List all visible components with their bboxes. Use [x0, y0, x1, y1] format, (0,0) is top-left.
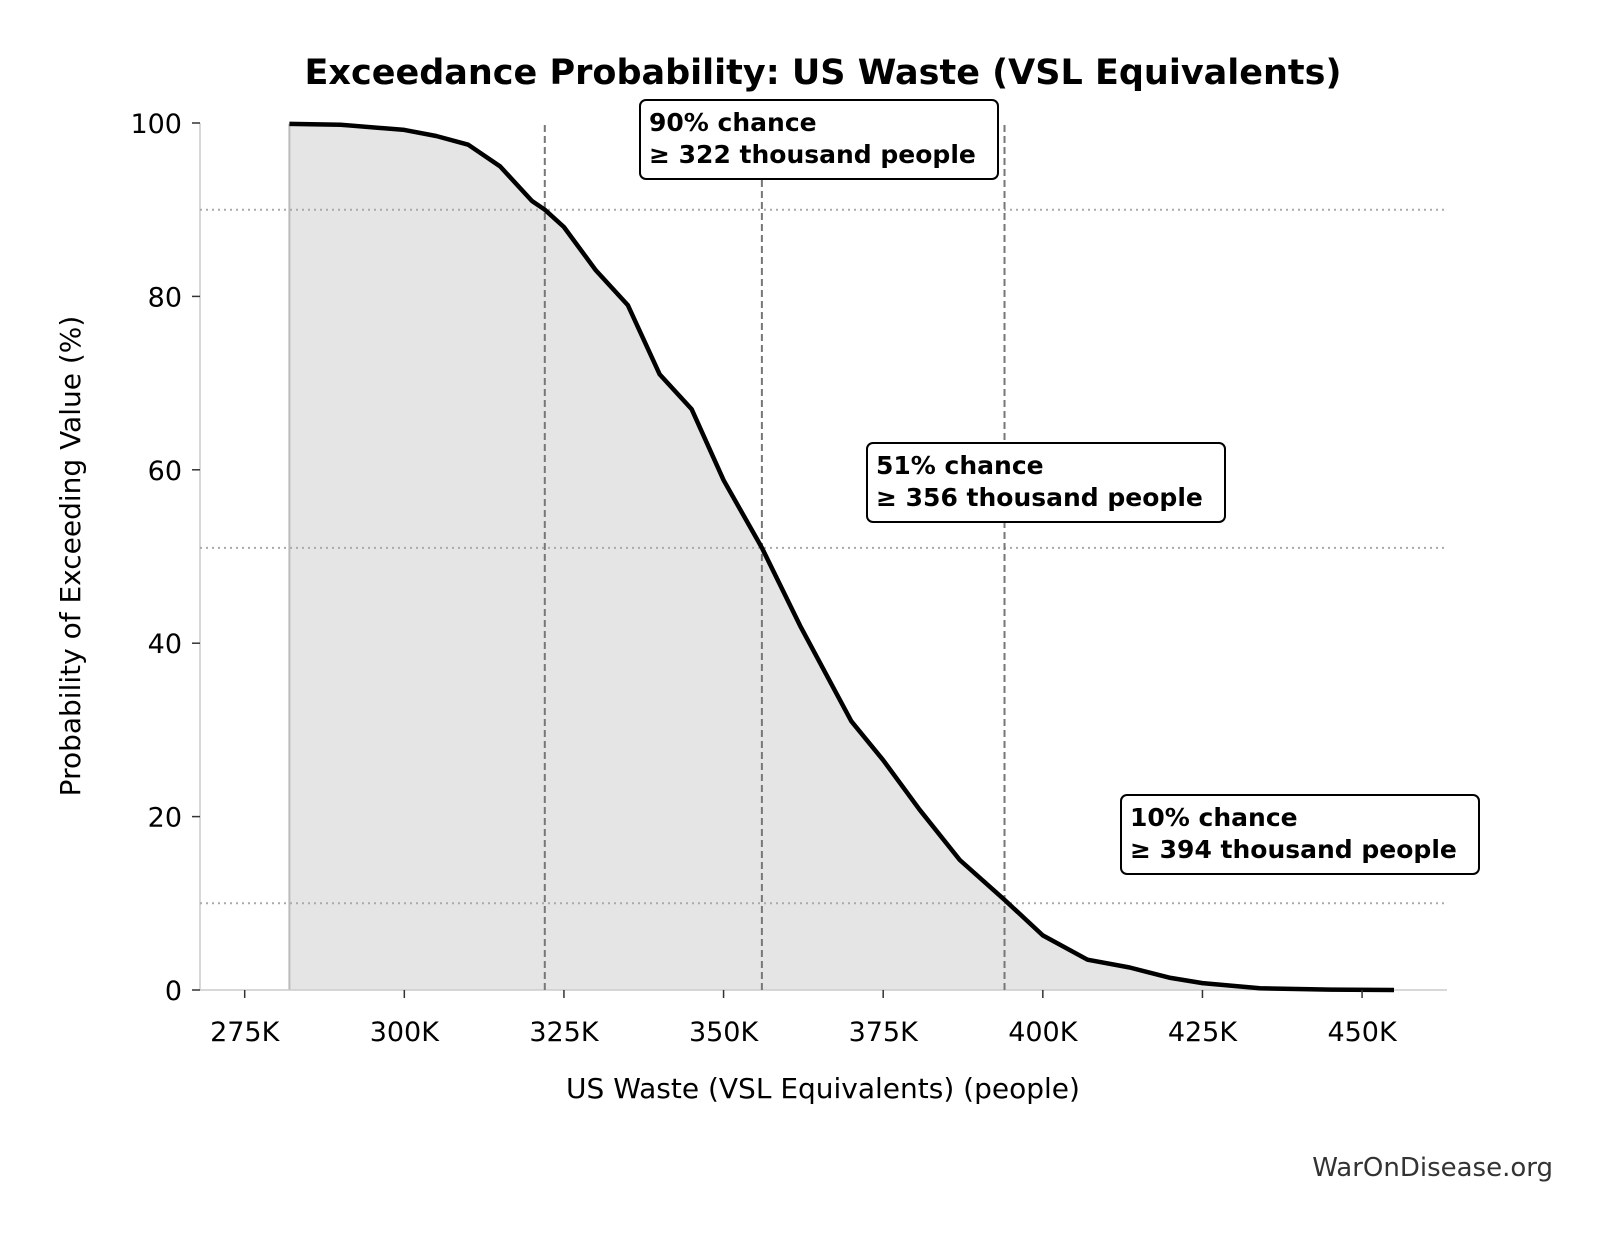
annotation-box	[866, 442, 1226, 523]
y-tick-label: 20	[148, 803, 182, 834]
x-tick-label: 275K	[210, 1017, 281, 1048]
exceedance-curve	[289, 121, 1395, 993]
y-tick-label: 60	[148, 456, 182, 487]
x-tick-label: 450K	[1327, 1017, 1398, 1048]
x-axis-label: US Waste (VSL Equivalents) (people)	[566, 1072, 1080, 1105]
x-tick-label: 350K	[689, 1017, 760, 1048]
annotation-box	[1120, 794, 1480, 875]
annotation-text: 51% chance	[876, 451, 1044, 480]
annotation-text: ≥ 394 thousand people	[1130, 835, 1457, 864]
area-fill	[289, 123, 1395, 990]
x-tick-label: 425K	[1168, 1017, 1239, 1048]
y-tick-label: 100	[130, 109, 182, 140]
annotation-box	[639, 99, 999, 180]
chart-title: Exceedance Probability: US Waste (VSL Eq…	[305, 53, 1342, 93]
x-tick-label: 300K	[370, 1017, 441, 1048]
annotation-text: ≥ 356 thousand people	[876, 483, 1203, 512]
annotation-text: 90% chance	[649, 108, 817, 137]
source-credit: WarOnDisease.org	[1312, 1153, 1553, 1183]
x-tick-label: 325K	[529, 1017, 600, 1048]
y-tick-label: 80	[148, 282, 182, 313]
annotation-text: ≥ 322 thousand people	[649, 140, 976, 169]
y-tick-label: 40	[148, 629, 182, 660]
x-tick-label: 375K	[849, 1017, 920, 1048]
annotation-text: 10% chance	[1130, 803, 1298, 832]
x-tick-label: 400K	[1008, 1017, 1079, 1048]
y-axis-label: Probability of Exceeding Value (%)	[54, 316, 87, 797]
y-tick-label: 0	[165, 976, 182, 1007]
